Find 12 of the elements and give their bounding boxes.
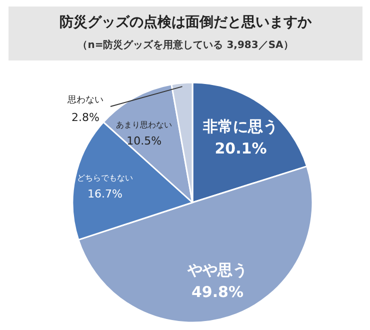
slice-label: あまり思わない [116, 120, 172, 130]
slice-label: 非常に思う [202, 118, 278, 136]
slice-label: どちらでもない [77, 174, 134, 183]
chart-title: 防災グッズの点検は面倒だと思いますか [60, 14, 312, 30]
slice-label: やや思う [186, 261, 248, 280]
data-label: 49.8% [191, 283, 244, 302]
data-label: 20.1% [214, 140, 267, 158]
chart-subtitle: （n=防災グッズを用意している 3,983／SA） [78, 39, 294, 51]
data-label: 10.5% [126, 134, 162, 148]
slice-label: 思わない [66, 94, 104, 106]
data-label: 16.7% [88, 188, 123, 201]
data-label: 2.8% [72, 111, 100, 124]
